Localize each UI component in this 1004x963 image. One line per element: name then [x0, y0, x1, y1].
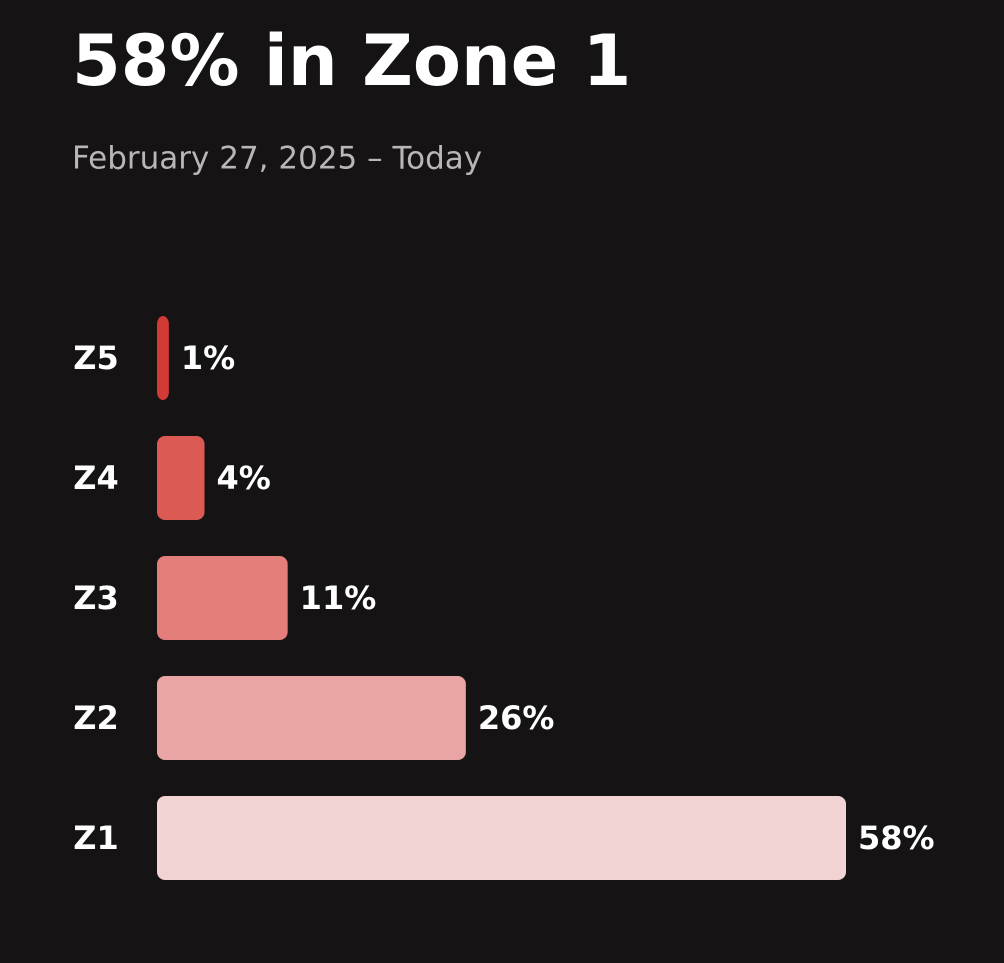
bar: [157, 796, 846, 880]
bar: [157, 676, 466, 760]
value-label: 1%: [181, 339, 235, 377]
value-label: 11%: [300, 579, 377, 617]
value-label: 58%: [858, 819, 935, 857]
category-label: Z3: [73, 579, 118, 617]
category-label: Z5: [73, 339, 118, 377]
bar: [157, 436, 205, 520]
chart-title: 58% in Zone 1: [72, 20, 631, 102]
value-label: 4%: [217, 459, 271, 497]
value-label: 26%: [478, 699, 555, 737]
category-label: Z2: [73, 699, 118, 737]
bar: [157, 316, 169, 400]
chart-subtitle: February 27, 2025 – Today: [72, 141, 482, 177]
bar: [157, 556, 288, 640]
category-label: Z4: [73, 459, 118, 497]
category-label: Z1: [73, 819, 118, 857]
